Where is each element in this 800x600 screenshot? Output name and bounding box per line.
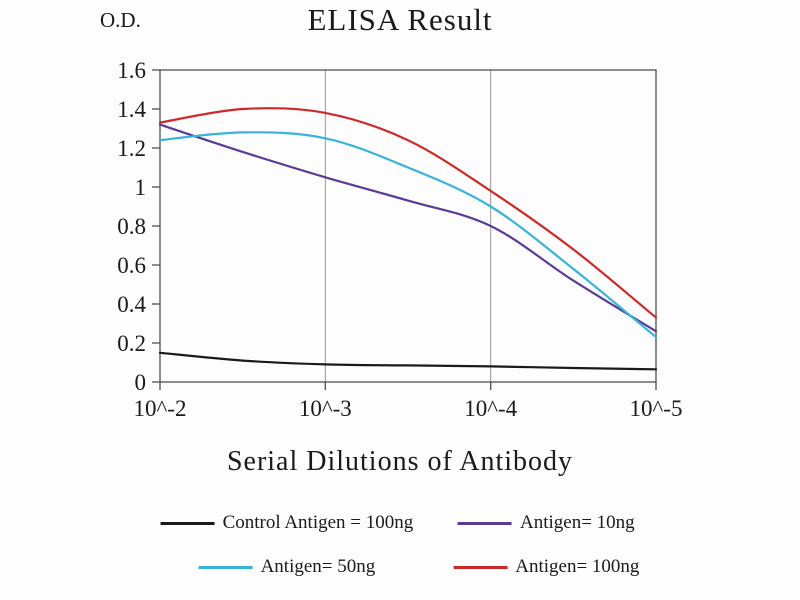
y-tick-label: 0.6 <box>117 253 146 278</box>
y-tick-label: 1.6 <box>117 58 146 83</box>
chart-title: ELISA Result <box>307 2 493 37</box>
legend-item-antigen-10ng: Antigen= 10ng <box>458 512 635 534</box>
legend-item-antigen-100ng: Antigen= 100ng <box>453 556 639 578</box>
legend-item-antigen-50ng: Antigen= 50ng <box>198 556 376 578</box>
series-line-antigen-10ng <box>158 123 658 333</box>
plot-border <box>159 69 657 383</box>
legend-label-10ng: Antigen= 10ng <box>520 512 635 533</box>
line-chart-plot-area: 0 0.2 0.4 0.6 0.8 1 1.2 1.4 1.6 10^-2 10^-3 10^-4 10… <box>117 58 683 421</box>
series-line-antigen-50ng <box>158 131 658 339</box>
legend-label-control: Control Antigen = 100ng <box>222 512 414 533</box>
legend-item-control-antigen: Control Antigen = 100ng <box>160 512 414 534</box>
x-tick-label: 10^-4 <box>464 396 517 421</box>
y-axis-unit-label: O.D. <box>100 8 141 32</box>
y-tick-label: 1.4 <box>117 97 146 122</box>
legend-label-50ng: Antigen= 50ng <box>260 556 376 577</box>
chart-legend: Control Antigen = 100ng Antigen= 10ng An… <box>160 512 639 578</box>
series-line-antigen-100ng <box>158 107 658 319</box>
legend-line-swatch-100ng <box>453 565 508 569</box>
y-tick-label: 0.8 <box>117 214 146 239</box>
y-tick-label: 0.4 <box>117 292 146 317</box>
legend-line-swatch-control <box>160 521 215 525</box>
legend-line-swatch-10ng <box>458 521 512 525</box>
x-tick-label: 10^-2 <box>134 396 187 421</box>
y-tick-label: 1 <box>135 175 147 200</box>
y-tick-label: 0.2 <box>117 331 146 356</box>
y-tick-label: 1.2 <box>117 136 146 161</box>
x-axis-title: Serial Dilutions of Antibody <box>226 446 574 477</box>
x-tick-label: 10^-5 <box>630 396 683 421</box>
legend-line-swatch-50ng <box>198 565 253 569</box>
x-tick-label: 10^-3 <box>299 396 352 421</box>
series-line-control-antigen-100ng <box>158 351 658 371</box>
y-tick-label: 0 <box>135 370 147 395</box>
legend-label-100ng: Antigen= 100ng <box>515 556 640 577</box>
